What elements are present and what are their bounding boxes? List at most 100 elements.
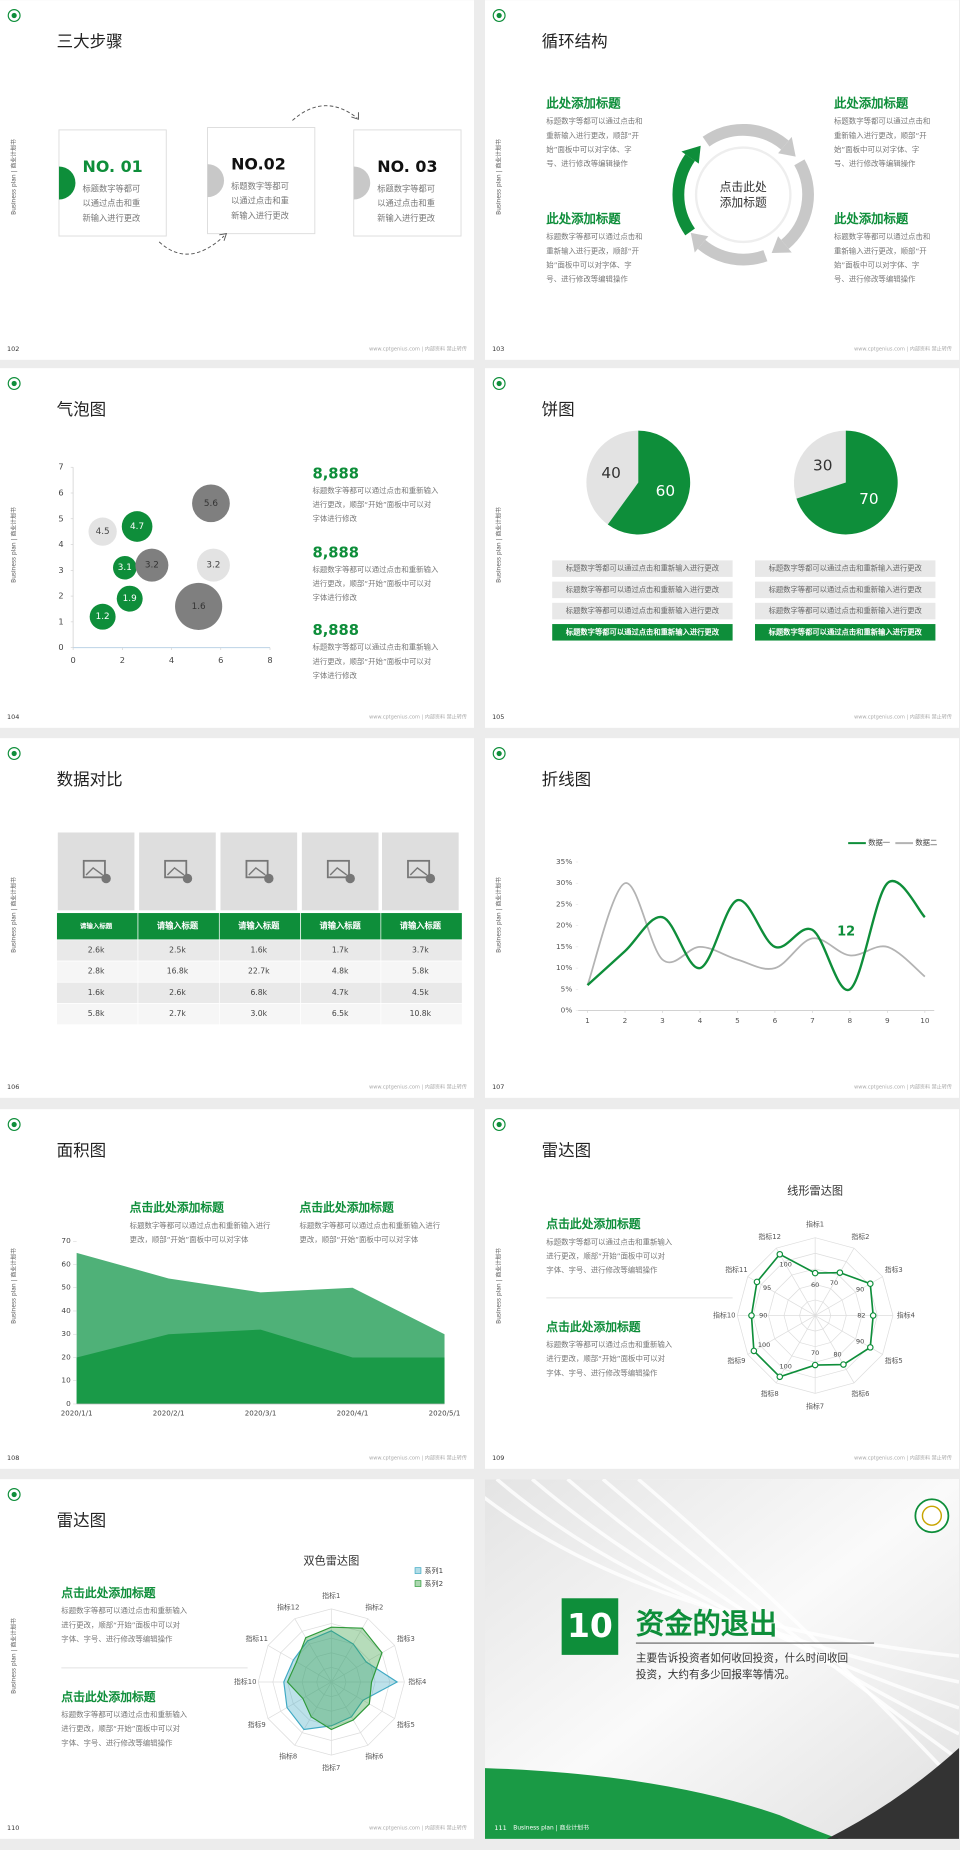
body-text: 重新输入进行更改，顺部“开	[834, 245, 927, 255]
pie-slice	[586, 430, 639, 525]
area-series	[76, 1329, 445, 1404]
radar-spoke	[331, 1618, 369, 1683]
connector	[158, 235, 225, 255]
body-text: 标题数字等都可	[83, 183, 141, 193]
radar-axis-label: 指标6	[852, 1389, 870, 1398]
slide-title: 三大步骤	[57, 32, 123, 51]
slide-title: 雷达图	[542, 1141, 592, 1160]
block-heading: 此处添加标题	[834, 211, 909, 226]
step-card	[58, 129, 167, 237]
body-text: 标题数字等都可以通过点击和重新输入	[312, 642, 438, 652]
bubble	[135, 548, 169, 582]
y-tick-label: 4	[58, 539, 63, 549]
image-icon	[245, 859, 269, 879]
radar-axis-label: 指标3	[397, 1634, 415, 1643]
radar-point	[776, 1250, 784, 1258]
slide: Business plan | 商业计划书 109 www.cptgenius.co…	[485, 1109, 959, 1469]
body-text: 更改，顺部“开始”面板中可以对字体	[130, 1234, 249, 1244]
note-value: 8,888	[312, 465, 359, 482]
radar-axis-label: 指标4	[897, 1311, 915, 1320]
radar-spoke	[814, 1315, 855, 1384]
body-text: 始”面板中可以对字体、字	[546, 259, 631, 269]
slide: Business plan | 商业计划书 102 www.cptgenius.co…	[0, 0, 474, 360]
side-label: Business plan | 商业计划书	[10, 507, 18, 583]
data-label: 100	[758, 1341, 770, 1349]
decor-curve	[485, 1495, 959, 1658]
body-text: 进行更改，顺部“开始”面板中可以对	[312, 499, 431, 509]
table-header: 请输入标题	[400, 921, 442, 931]
table-cell-text: 1.6k	[251, 945, 268, 954]
body-text: 以通过点击和重	[83, 198, 141, 208]
image-icon	[329, 866, 348, 876]
body-text: 标题数字等都可以通过点击和重新输入	[546, 1339, 672, 1349]
y-tick-label: 40	[61, 1306, 71, 1315]
table-header-cell	[137, 912, 220, 941]
radar-spoke	[775, 1315, 816, 1384]
slide-title: 循环结构	[542, 32, 608, 51]
chart-title: 线形雷达图	[787, 1184, 843, 1198]
body-text: 主要告诉投资者如何收回投资，什么时间收回	[636, 1651, 848, 1664]
x-tick-label: 2	[120, 655, 125, 665]
step-marker	[58, 166, 76, 200]
data-label: 100	[779, 1363, 791, 1371]
legend-swatch	[414, 1567, 422, 1574]
step-card	[353, 129, 462, 237]
block-heading: 点击此处添加标题	[61, 1586, 155, 1600]
body-text: 新输入进行更改	[231, 210, 289, 220]
table-cell-text: 2.7k	[169, 1009, 186, 1018]
row-box	[755, 624, 936, 641]
side-label: Business plan | 商业计划书	[495, 139, 503, 215]
step-label: NO. 01	[83, 157, 143, 176]
section-title: 资金的退出	[636, 1607, 777, 1640]
decor-curve	[637, 1479, 959, 1787]
body-text: 新输入进行更改	[83, 213, 141, 223]
body-text: 标题数字等都可以通过点击和重新输入	[61, 1605, 187, 1615]
logo	[914, 1498, 950, 1534]
y-tick-label: 25%	[556, 899, 572, 908]
block-heading: 点击此处添加标题	[130, 1201, 224, 1215]
legend-label: 数据二	[915, 838, 937, 847]
body-text: 标题数字等都可	[231, 181, 289, 191]
y-tick-label: 1	[58, 616, 63, 626]
image-placeholder	[301, 832, 379, 911]
radar-point	[811, 1269, 819, 1277]
slide: 10 资金的退出主要告诉投资者如何收回投资，什么时间收回投资，大约有多少回报率等情…	[485, 1479, 959, 1839]
y-tick-label: 35%	[556, 857, 572, 866]
body-text: 始”面板中可以对字体、字	[546, 144, 631, 154]
image-icon	[425, 873, 436, 884]
y-tick-label: 15%	[556, 942, 572, 951]
radar-axis-label: 指标7	[322, 1763, 340, 1772]
center-circle	[694, 146, 792, 244]
pie-slice	[796, 430, 898, 535]
radar-axis-label: 指标9	[728, 1356, 746, 1365]
logo-inner	[921, 1505, 943, 1526]
side-label: Business plan | 商业计划书	[495, 1248, 503, 1324]
body-text: 字体、字号、进行修改等编辑操作	[546, 1367, 658, 1377]
row-text: 标题数字等都可以通过点击和重新输入进行更改	[566, 585, 720, 594]
body-text: 字体进行修改	[312, 592, 357, 602]
y-tick-label: 70	[61, 1236, 71, 1245]
radar-point	[836, 1269, 844, 1276]
body-text: 标题数字等都可以通过点击和	[834, 231, 930, 241]
cycle-arrow-head	[771, 236, 792, 254]
y-tick-label: 20%	[556, 921, 572, 930]
legend-swatch	[414, 1580, 422, 1587]
bubble	[89, 603, 116, 630]
row-text: 标题数字等都可以通过点击和重新输入进行更改	[769, 585, 923, 594]
radar-axis-label: 指标7	[806, 1401, 824, 1410]
cycle-arrow-head	[681, 145, 701, 164]
table-cell-text: 2.6k	[88, 945, 105, 954]
y-tick-label: 5	[58, 513, 63, 523]
body-text: 进行更改，顺部“开始”面板中可以对	[61, 1723, 180, 1733]
y-tick-label: 60	[61, 1259, 71, 1268]
slide: Business plan | 商业计划书 108 www.cptgenius.co…	[0, 1109, 474, 1469]
y-tick-label: 50	[61, 1283, 71, 1292]
table-cell-text: 6.8k	[251, 988, 268, 997]
footer: www.cptgenius.com | 内部资料 禁止转传	[369, 1455, 467, 1462]
radar-spoke	[294, 1681, 332, 1746]
bubble-label: 3.2	[145, 561, 159, 571]
slide-title: 饼图	[542, 400, 575, 419]
slide-title: 折线图	[542, 770, 592, 789]
block-heading: 此处添加标题	[546, 95, 621, 110]
slide-background	[0, 1479, 474, 1839]
